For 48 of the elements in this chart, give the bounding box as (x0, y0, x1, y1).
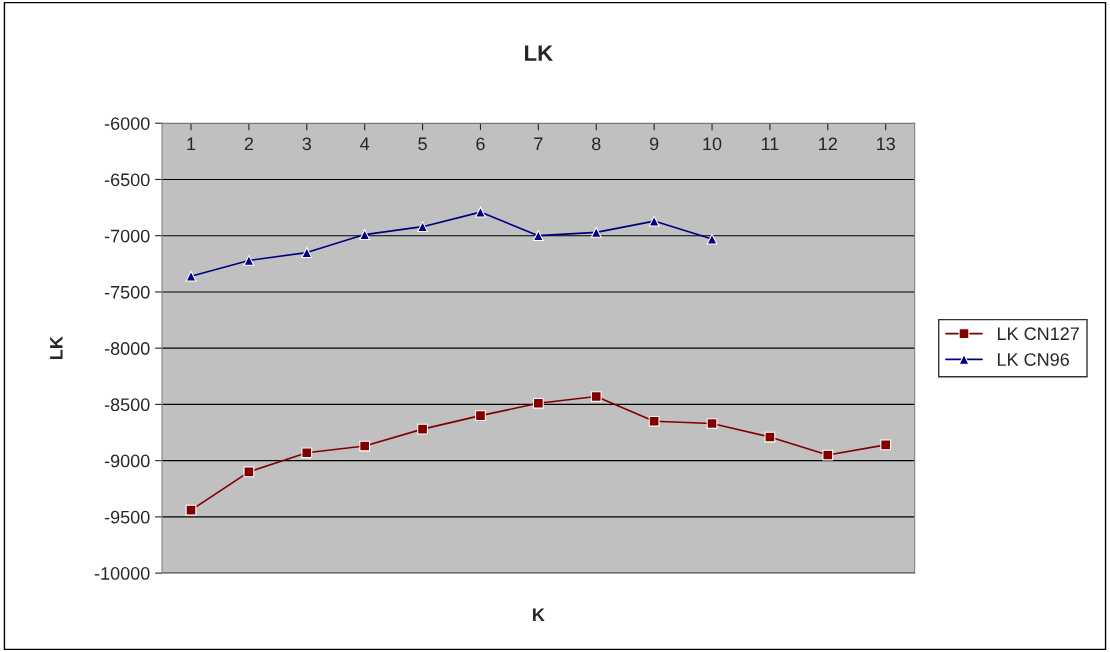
legend-label: LK CN96 (997, 353, 1069, 366)
point (243, 255, 255, 266)
point (822, 449, 834, 461)
point (880, 439, 892, 451)
legend-label: LK CN127 (997, 327, 1079, 341)
point (590, 226, 602, 238)
point (417, 423, 428, 435)
point (475, 410, 486, 422)
point (359, 229, 371, 240)
y-tick-label: -8000 (104, 342, 150, 355)
y-tick-label: -7500 (104, 285, 150, 299)
point (185, 270, 197, 282)
y-tick-label: -7000 (104, 229, 150, 243)
point (185, 504, 197, 516)
x-tick-label: 12 (819, 137, 837, 151)
y-tick-label: -9500 (104, 510, 150, 524)
x-tick-label: 10 (703, 137, 722, 151)
x-axis-title: K (533, 608, 545, 621)
point (301, 247, 313, 258)
point (706, 233, 718, 245)
x-tick-label: 9 (649, 137, 659, 151)
point (590, 391, 602, 402)
point (359, 440, 371, 452)
y-tick-label: -9000 (104, 454, 150, 468)
y-tick-label: -6000 (104, 117, 150, 130)
point (648, 415, 660, 427)
x-tick-label: 2 (244, 137, 254, 151)
y-axis-title: LK (50, 336, 63, 359)
x-tick-label: 5 (418, 137, 427, 151)
x-tick-label: 1 (187, 137, 196, 151)
x-tick-label: 3 (302, 137, 312, 151)
point (301, 447, 313, 459)
y-tick-label: -10000 (94, 567, 150, 580)
point (417, 221, 428, 233)
point (706, 418, 718, 429)
point (532, 230, 544, 242)
chart-title: LK (525, 45, 553, 61)
point (648, 215, 660, 227)
y-tick-label: -8500 (104, 398, 150, 412)
x-tick-label: 8 (592, 137, 601, 151)
x-tick-label: 11 (761, 137, 779, 151)
point (532, 397, 544, 409)
point (475, 206, 486, 218)
y-tick-label: -6500 (104, 173, 150, 187)
x-tick-label: 13 (877, 137, 895, 151)
x-tick-label: 7 (534, 137, 543, 151)
x-tick-label: 4 (360, 137, 370, 151)
x-tick-label: 6 (476, 137, 485, 151)
